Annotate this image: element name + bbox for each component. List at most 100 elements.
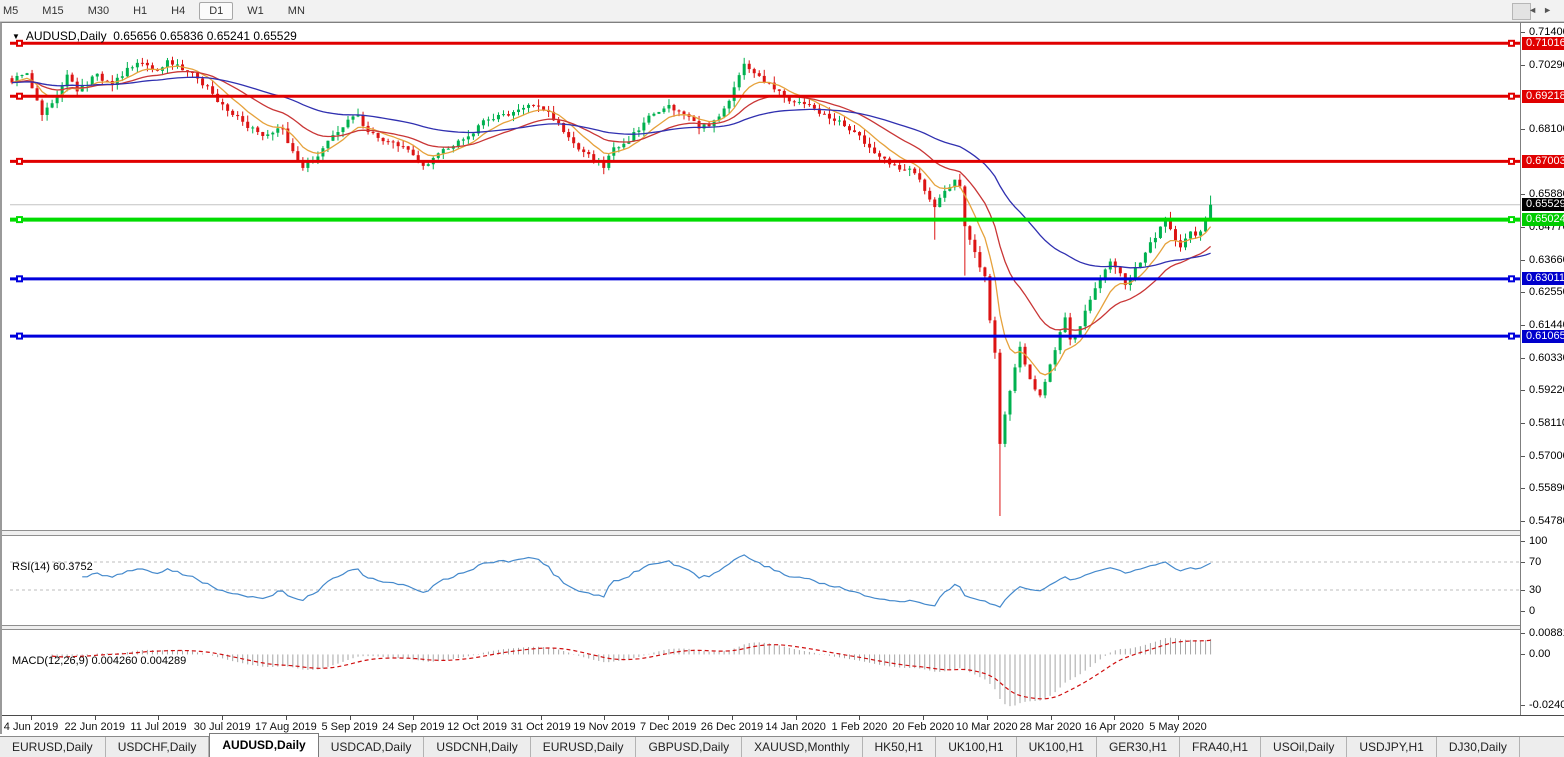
rsi-indicator-label: RSI(14) 60.3752: [12, 561, 93, 573]
timeframe-button-m15[interactable]: M15: [42, 4, 64, 17]
symbol-tab-usdchf-daily[interactable]: USDCHF,Daily: [106, 737, 210, 757]
candle-bear: [381, 137, 385, 142]
symbol-tab-xauusd-monthly[interactable]: XAUUSD,Monthly: [742, 737, 863, 757]
candle-bear: [822, 113, 826, 115]
timeframe-button-m5[interactable]: M5: [3, 4, 19, 17]
pane-splitter-macd[interactable]: [2, 625, 1564, 630]
date-axis[interactable]: 4 Jun 2019 22 Jun 2019 11 Jul 2019 30 Jul 2…: [2, 715, 1564, 737]
candle-bear: [807, 104, 811, 106]
toolbar-corner-button[interactable]: [1512, 3, 1531, 20]
symbol-tab-usdcnh-daily[interactable]: USDCNH,Daily: [424, 737, 531, 757]
candle-bull: [165, 60, 169, 68]
axis-tick-mark: [1521, 390, 1525, 392]
candle-bear: [913, 168, 917, 174]
candle-bear: [1028, 364, 1032, 380]
symbol-tab-dj30-daily[interactable]: DJ30,Daily: [1437, 737, 1520, 757]
candle-bear: [211, 86, 215, 94]
axis-tick-mark: [1521, 292, 1525, 294]
price-axis[interactable]: 0.714000.702900.681000.658800.647700.636…: [1520, 23, 1564, 715]
chart-ohlc-values: 0.65656 0.65836 0.65241 0.65529: [113, 29, 297, 43]
candle-bull: [15, 75, 19, 83]
candle-bull: [356, 114, 360, 117]
symbol-tab-usoil-daily[interactable]: USOil,Daily: [1261, 737, 1348, 757]
candle-bull: [652, 113, 656, 116]
candle-bear: [40, 100, 44, 115]
candle-bear: [998, 352, 1002, 444]
date-tick-mark: [859, 716, 861, 720]
candle-bull: [797, 101, 801, 103]
date-label: 31 Oct 2019: [510, 721, 571, 733]
symbol-tab-audusd-daily[interactable]: AUDUSD,Daily: [209, 733, 319, 757]
symbol-tab-uk100-h1[interactable]: UK100,H1: [936, 737, 1017, 757]
moving-average-8: [11, 65, 1212, 376]
candle-bear: [1023, 346, 1027, 365]
macd-axis-label: -0.024082: [1529, 699, 1564, 711]
candle-bull: [1053, 350, 1057, 365]
candle-bull: [341, 127, 345, 133]
candle-bear: [386, 141, 390, 143]
candle-bear: [863, 135, 867, 144]
candle-bear: [858, 132, 862, 136]
pane-splitter-rsi[interactable]: [2, 530, 1564, 536]
candle-bull: [667, 104, 671, 109]
candle-bull: [727, 100, 731, 109]
candle-bull: [617, 147, 621, 149]
symbol-tab-eurusd-daily[interactable]: EURUSD,Daily: [531, 737, 637, 757]
line-handle-dot: [1510, 41, 1513, 45]
axis-tick-mark: [1521, 325, 1525, 327]
symbol-tab-fra40-h1[interactable]: FRA40,H1: [1180, 737, 1262, 757]
symbol-tab-hk50-h1[interactable]: HK50,H1: [863, 737, 937, 757]
candle-bull: [466, 136, 470, 140]
timeframe-button-h4[interactable]: H4: [171, 4, 186, 17]
candle-bull: [527, 104, 531, 108]
timeframe-button-d1[interactable]: D1: [199, 1, 234, 20]
candle-bear: [968, 226, 972, 240]
candle-bull: [1093, 288, 1097, 300]
candle-bull: [130, 67, 134, 69]
symbol-tab-uk100-h1[interactable]: UK100,H1: [1017, 737, 1097, 757]
candle-bear: [577, 143, 581, 150]
candle-bull: [60, 86, 64, 97]
symbol-tab-usdcad-daily[interactable]: USDCAD,Daily: [319, 737, 425, 757]
date-tick-mark: [31, 716, 32, 720]
date-tick-mark: [349, 716, 351, 720]
candle-bear: [802, 101, 806, 105]
symbol-tab-usdjpy-h1[interactable]: USDJPY,H1: [1347, 737, 1437, 757]
candle-bull: [732, 87, 736, 101]
symbol-tab-ger30-h1[interactable]: GER30,H1: [1097, 737, 1180, 757]
date-tick-mark: [94, 716, 96, 720]
candle-bear: [170, 60, 174, 65]
chart-canvas[interactable]: [2, 23, 1520, 715]
candle-bull: [647, 115, 651, 123]
date-label: 30 Jul 2019: [193, 721, 251, 733]
timeframe-button-h1[interactable]: H1: [133, 4, 148, 17]
axis-tick-mark: [1521, 611, 1525, 612]
candle-bull: [125, 67, 129, 77]
candle-bear: [923, 179, 927, 191]
candle-bear: [988, 276, 992, 321]
date-label: 5 May 2020: [1149, 721, 1207, 733]
candle-bull: [1078, 326, 1082, 336]
tab-scroll-arrows[interactable]: ◄►: [1528, 5, 1558, 15]
timeframe-button-mn[interactable]: MN: [287, 4, 305, 17]
date-label: 12 Oct 2019: [447, 721, 507, 733]
timeframe-button-w1[interactable]: W1: [247, 4, 264, 17]
symbol-tab-eurusd-daily[interactable]: EURUSD,Daily: [0, 737, 106, 757]
candle-bull: [1189, 231, 1193, 239]
timeframe-button-m30[interactable]: M30: [87, 4, 110, 17]
candle-bull: [496, 114, 500, 120]
candle-bear: [827, 113, 831, 119]
candle-bull: [65, 74, 69, 87]
date-label: 19 Nov 2019: [573, 721, 636, 733]
symbol-tab-gbpusd-daily[interactable]: GBPUSD,Daily: [636, 737, 743, 757]
date-tick-mark: [731, 716, 733, 720]
candle-bear: [812, 104, 816, 109]
chart-plot-area[interactable]: ▼ AUDUSD,Daily 0.65656 0.65836 0.65241 0.…: [2, 23, 1520, 735]
candle-bull: [908, 168, 912, 170]
candle-bear: [883, 156, 887, 159]
chevron-down-icon[interactable]: ▼: [12, 32, 20, 41]
candle-bull: [1163, 217, 1167, 227]
price-axis-label: 0.54780: [1529, 514, 1564, 527]
candle-bear: [853, 130, 857, 133]
